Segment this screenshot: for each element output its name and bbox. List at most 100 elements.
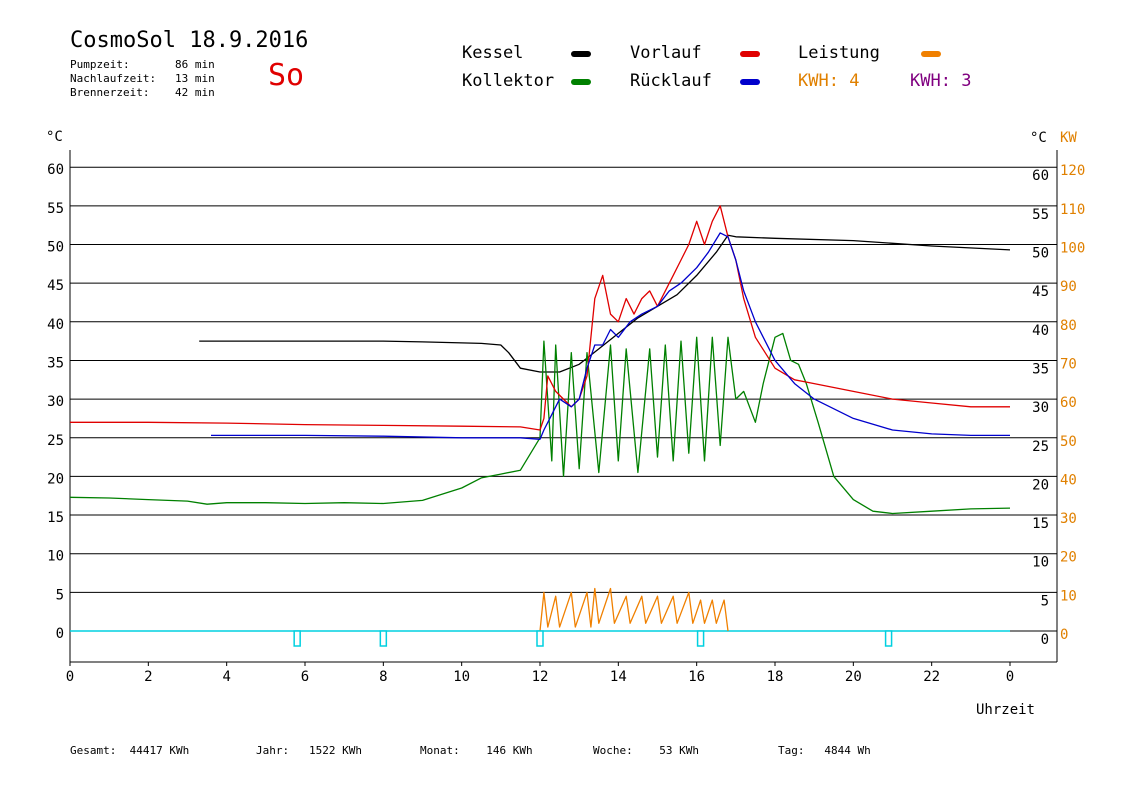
y-tick-label-right: 60 [1032, 168, 1049, 184]
legend-vorlauf-swatch [740, 51, 760, 57]
y2-tick-label-kw: 10 [1060, 588, 1077, 604]
stat-label: Brennerzeit: [70, 86, 150, 99]
y-tick-label-right: 45 [1032, 284, 1049, 300]
kwh-a-label: KWH: [798, 71, 839, 91]
y2-tick-label-kw: 110 [1060, 202, 1085, 218]
stat-nachlaufzeit: Nachlaufzeit: 13 min [70, 72, 215, 85]
footer-woche: Woche: 53 KWh [593, 744, 699, 757]
x-tick-label: 10 [453, 669, 470, 685]
footer-label: Tag: [778, 744, 805, 757]
x-tick-label: 8 [379, 669, 387, 685]
y2-tick-label-kw: 90 [1060, 279, 1077, 295]
stat-label: Nachlaufzeit: [70, 72, 157, 85]
x-tick-label: 0 [66, 669, 74, 685]
y-tick-label-left: 0 [56, 626, 64, 642]
series-line-kollektor [69, 332, 1011, 515]
series-line-vorlauf [70, 205, 1010, 431]
stat-value: 13 min [175, 72, 215, 85]
footer-monat: Monat: 146 KWh [420, 744, 533, 757]
y-tick-label-left: 5 [56, 587, 64, 603]
stat-brennerzeit: Brennerzeit: 42 min [70, 86, 215, 99]
kwh-b-label: KWH: [910, 71, 951, 91]
y2-tick-label-kw: 120 [1060, 163, 1085, 179]
footer-label: Woche: [593, 744, 633, 757]
y-tick-label-left: 55 [47, 201, 64, 217]
y-tick-label-left: 30 [47, 394, 64, 410]
footer-value: 53 KWh [659, 744, 699, 757]
y-tick-label-right: 55 [1032, 207, 1049, 223]
chart-title: CosmoSol 18.9.2016 [70, 28, 309, 53]
x-tick-label: 4 [222, 669, 230, 685]
legend-kessel-swatch [571, 51, 591, 57]
legend-ruecklauf-swatch [740, 79, 760, 85]
y-tick-label-left: 25 [47, 433, 64, 449]
y-tick-label-right: 0 [1041, 632, 1049, 648]
y-tick-label-right: 40 [1032, 323, 1049, 339]
pump-marker [696, 630, 705, 647]
y2-axis-unit-kw: KW [1060, 130, 1077, 146]
y2-tick-label-kw: 80 [1060, 318, 1077, 334]
pump-marker [293, 630, 301, 647]
y-tick-label-left: 10 [47, 549, 64, 565]
y-tick-label-left: 60 [47, 162, 64, 178]
y-tick-label-right: 10 [1032, 555, 1049, 571]
footer-value: 146 KWh [486, 744, 533, 757]
day-label: So [268, 58, 305, 93]
y-tick-label-left: 45 [47, 278, 64, 294]
footer-label: Jahr: [256, 744, 290, 757]
y-tick-label-right: 30 [1032, 400, 1049, 416]
footer-jahr: Jahr: 1522 KWh [256, 744, 362, 757]
footer-value: 1522 KWh [309, 744, 362, 757]
legend-ruecklauf-label: Rücklauf [630, 71, 712, 91]
y-tick-label-right: 20 [1032, 477, 1049, 493]
y-axis-unit-right: °C [1030, 130, 1047, 146]
legend-vorlauf-label: Vorlauf [630, 43, 702, 63]
legend-leistung-swatch [921, 51, 941, 57]
x-tick-label: 2 [144, 669, 152, 685]
y2-tick-label-kw: 40 [1060, 472, 1077, 488]
y-tick-label-left: 15 [47, 510, 64, 526]
legend-leistung-label: Leistung [798, 43, 880, 63]
stat-pumpzeit: Pumpzeit: 86 min [70, 58, 215, 71]
y-tick-label-left: 50 [47, 240, 64, 256]
kwh-b-value: 3 [961, 71, 972, 91]
y2-tick-label-kw: 30 [1060, 511, 1077, 527]
x-tick-label: 14 [610, 669, 627, 685]
y-tick-label-right: 15 [1032, 516, 1049, 532]
y-axis-unit-left: °C [46, 129, 63, 145]
stat-label: Pumpzeit: [70, 58, 130, 71]
legend-kwh-a: KWH: 4 [798, 71, 859, 91]
legend-kessel-label: Kessel [462, 43, 524, 63]
y-tick-label-left: 40 [47, 317, 64, 333]
legend-kwh-b: KWH: 3 [910, 71, 971, 91]
pump-marker [379, 630, 388, 647]
footer-label: Monat: [420, 744, 460, 757]
y2-tick-label-kw: 100 [1060, 241, 1085, 257]
legend-kollektor-swatch [571, 79, 591, 85]
footer-value: 4844 Wh [824, 744, 871, 757]
kwh-a-value: 4 [849, 71, 860, 91]
y-tick-label-right: 50 [1032, 246, 1049, 262]
y-tick-label-right: 25 [1032, 439, 1049, 455]
pump-marker [884, 630, 893, 647]
series-line-ruecklauf [211, 232, 1010, 440]
y-tick-label-right: 5 [1041, 593, 1049, 609]
x-axis-label: Uhrzeit [976, 702, 1035, 718]
series-line-leistung [539, 587, 729, 632]
legend-kollektor-label: Kollektor [462, 71, 555, 91]
y-tick-label-left: 20 [47, 471, 64, 487]
x-tick-label: 6 [301, 669, 309, 685]
y2-tick-label-kw: 0 [1060, 627, 1068, 643]
pump-marker [536, 630, 544, 647]
x-tick-label: 16 [688, 669, 705, 685]
y-tick-label-left: 35 [47, 355, 64, 371]
y-tick-label-right: 35 [1032, 361, 1049, 377]
footer-tag: Tag: 4844 Wh [778, 744, 871, 757]
x-tick-label: 12 [532, 669, 549, 685]
stat-value: 42 min [175, 86, 215, 99]
stat-value: 86 min [175, 58, 215, 71]
y2-tick-label-kw: 70 [1060, 356, 1077, 372]
x-tick-label: 18 [767, 669, 784, 685]
footer-value: 44417 KWh [129, 744, 190, 757]
